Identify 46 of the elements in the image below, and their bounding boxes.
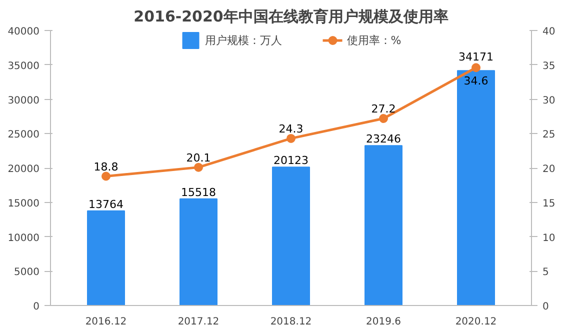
x-tick-label: 2019.6	[366, 316, 402, 327]
y2-tick-label: 20	[542, 164, 556, 175]
y-tick-label: 5000	[14, 267, 40, 278]
x-tick-label: 2016.12	[85, 316, 127, 327]
y2-tick-label: 5	[542, 267, 549, 278]
bar	[272, 166, 310, 306]
y-tick-label: 40000	[8, 26, 40, 38]
y2-tick-label: 15	[542, 198, 556, 210]
data-label: 13764	[88, 198, 124, 211]
bar	[180, 198, 218, 306]
point	[102, 172, 110, 181]
point	[286, 134, 296, 143]
data-label: 27.2	[371, 102, 396, 116]
y2-tick-label: 40	[542, 26, 556, 38]
point	[379, 114, 388, 123]
x-tick-label: 2018.12	[270, 316, 312, 327]
data-label: 34.6	[464, 74, 488, 88]
y-tick-label: 30000	[8, 95, 40, 106]
bar	[457, 70, 495, 306]
y-tick-label: 20000	[8, 164, 40, 175]
data-label: 23246	[366, 132, 402, 146]
data-label: 34171	[458, 50, 494, 64]
point	[472, 63, 480, 72]
y2-tick-label: 0	[542, 302, 549, 312]
y2-tick-label: 30	[542, 95, 556, 106]
x-tick-label: 2020.12	[455, 316, 497, 327]
y-tick-label: 0	[33, 302, 40, 312]
chart-title: 2016-2020年中国在线教育用户规模及使用率	[134, 8, 448, 26]
data-label: 20123	[274, 154, 309, 168]
bar	[364, 145, 402, 306]
y-tick-label: 25000	[8, 130, 40, 141]
y-tick-label: 15000	[8, 198, 40, 210]
point	[194, 162, 203, 172]
bar	[87, 210, 125, 306]
data-label: 15518	[181, 186, 216, 199]
y2-tick-label: 25	[542, 130, 556, 141]
x-tick-label: 2017.12	[178, 316, 220, 327]
y-tick-label: 35000	[8, 60, 40, 72]
legend-label: 用户规模：万人	[204, 32, 282, 48]
data-label: 24.3	[278, 122, 304, 136]
y2-tick-label: 35	[542, 60, 556, 72]
y-tick-label: 10000	[8, 232, 40, 244]
legend-label: 使用率：%	[346, 32, 402, 48]
data-label: 18.8	[94, 160, 118, 174]
y2-tick-label: 10	[542, 232, 556, 244]
data-label: 20.1	[186, 151, 211, 164]
